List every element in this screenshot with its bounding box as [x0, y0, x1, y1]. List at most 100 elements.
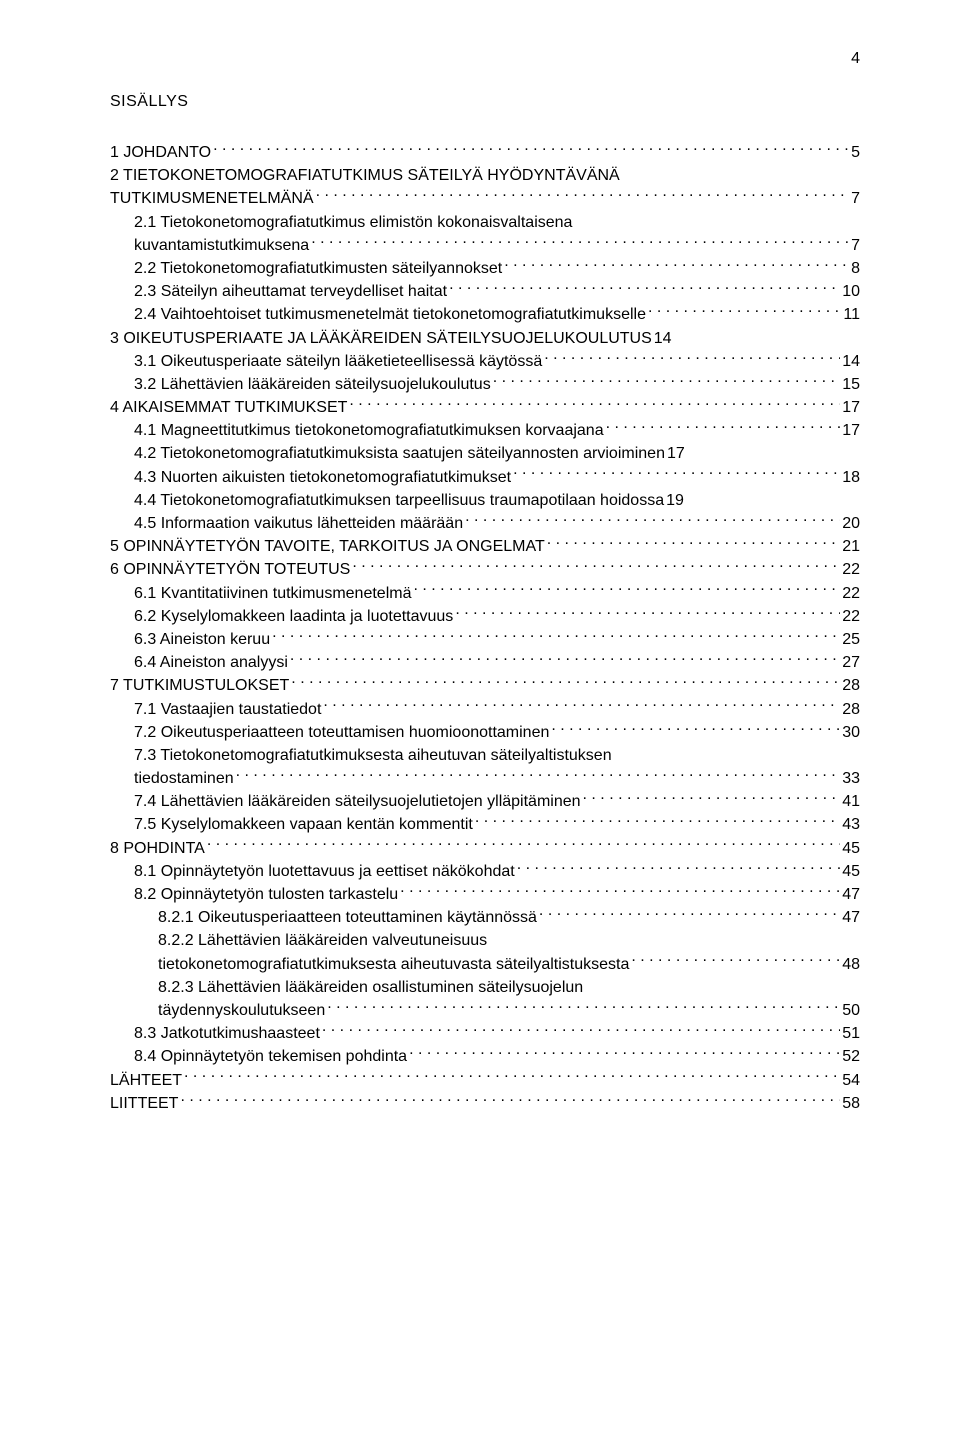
toc-leader-dots	[493, 373, 841, 389]
toc-leader-dots	[513, 466, 840, 482]
toc-entry: 4.5 Informaation vaikutus lähetteiden mä…	[110, 512, 860, 535]
toc-entry-page: 22	[842, 558, 860, 581]
toc-entry: 8.2.3 Lähettävien lääkäreiden osallistum…	[110, 976, 860, 1022]
toc-entry-page: 27	[842, 651, 860, 674]
toc-entry: 7.1 Vastaajien taustatiedot28	[110, 698, 860, 721]
table-of-contents: 1 JOHDANTO 52 TIETOKONETOMOGRAFIATUTKIMUS…	[110, 141, 860, 1115]
toc-entry-label: 8.2.2 Lähettävien lääkäreiden valveutune…	[110, 929, 860, 952]
toc-entry-page: 51	[842, 1022, 860, 1045]
toc-entry: 2 TIETOKONETOMOGRAFIATUTKIMUS SÄTEILYÄ H…	[110, 164, 860, 210]
toc-entry: 1 JOHDANTO 5	[110, 141, 860, 164]
toc-entry-page: 19	[666, 489, 684, 512]
toc-entry: 8.2.1 Oikeutusperiaatteen toteuttaminen …	[110, 906, 860, 929]
toc-entry-label: 7.2 Oikeutusperiaatteen toteuttamisen hu…	[134, 721, 549, 744]
toc-entry: 7.4 Lähettävien lääkäreiden säteilysuoje…	[110, 790, 860, 813]
toc-entry-label: 8.3 Jatkotutkimushaasteet	[134, 1022, 320, 1045]
toc-leader-dots	[547, 535, 840, 551]
toc-entry: 2.2 Tietokonetomografiatutkimusten sätei…	[110, 257, 860, 280]
toc-entry-page: 52	[842, 1045, 860, 1068]
toc-entry-label: 8 POHDINTA	[110, 837, 205, 860]
toc-entry-page: 43	[842, 813, 860, 836]
toc-leader-dots	[291, 674, 840, 690]
toc-leader-dots	[327, 999, 840, 1015]
toc-entry: 8.4 Opinnäytetyön tekemisen pohdinta 52	[110, 1045, 860, 1068]
toc-leader-dots	[606, 419, 841, 435]
toc-entry-label: 8.4 Opinnäytetyön tekemisen pohdinta	[134, 1045, 407, 1068]
toc-entry-page: 48	[842, 953, 860, 976]
toc-entry-page: 10	[842, 280, 860, 303]
toc-entry: 6.2 Kyselylomakkeen laadinta ja luotetta…	[110, 605, 860, 628]
toc-entry-label: 6.1 Kvantitatiivinen tutkimusmenetelmä	[134, 582, 411, 605]
toc-entry: 8.3 Jatkotutkimushaasteet 51	[110, 1022, 860, 1045]
toc-entry: LIITTEET58	[110, 1092, 860, 1115]
toc-entry: 7.5 Kyselylomakkeen vapaan kentän kommen…	[110, 813, 860, 836]
toc-entry: 8 POHDINTA45	[110, 837, 860, 860]
toc-entry: 4.1 Magneettitutkimus tietokonetomografi…	[110, 419, 860, 442]
toc-leader-dots	[184, 1069, 840, 1085]
toc-entry-page: 14	[842, 350, 860, 373]
toc-entry-label: 8.2.3 Lähettävien lääkäreiden osallistum…	[110, 976, 860, 999]
toc-entry-page: 17	[842, 396, 860, 419]
toc-leader-dots	[400, 883, 840, 899]
toc-entry-label: 7 TUTKIMUSTULOKSET	[110, 674, 289, 697]
toc-leader-dots	[352, 558, 840, 574]
toc-leader-dots	[236, 767, 841, 783]
toc-entry-label: täydennyskoulutukseen	[158, 999, 325, 1022]
toc-entry: 4.2 Tietokonetomografiatutkimuksista saa…	[110, 442, 860, 465]
toc-entry-label: 3.2 Lähettävien lääkäreiden säteilysuoje…	[134, 373, 491, 396]
toc-entry-label: 2.4 Vaihtoehtoiset tutkimusmenetelmät ti…	[134, 303, 646, 326]
toc-entry: 8.1 Opinnäytetyön luotettavuus ja eettis…	[110, 860, 860, 883]
toc-entry-page: 22	[842, 605, 860, 628]
toc-entry-label: TUTKIMUSMENETELMÄNÄ	[110, 187, 314, 210]
toc-entry-label: 8.1 Opinnäytetyön luotettavuus ja eettis…	[134, 860, 515, 883]
toc-leader-dots	[409, 1045, 840, 1061]
toc-entry-page: 11	[843, 303, 860, 326]
toc-entry-page: 18	[842, 466, 860, 489]
toc-leader-dots	[207, 837, 840, 853]
toc-entry: 3.2 Lähettävien lääkäreiden säteilysuoje…	[110, 373, 860, 396]
toc-leader-dots	[475, 813, 840, 829]
toc-entry-label: 8.2 Opinnäytetyön tulosten tarkastelu	[134, 883, 398, 906]
toc-entry-label: 6.4 Aineiston analyysi	[134, 651, 288, 674]
toc-leader-dots	[583, 790, 841, 806]
toc-entry-label: 4 AIKAISEMMAT TUTKIMUKSET	[110, 396, 347, 419]
toc-entry-label: tiedostaminen	[134, 767, 234, 790]
toc-entry-page: 5	[851, 141, 860, 164]
toc-entry-label: 1 JOHDANTO	[110, 141, 211, 164]
toc-leader-dots	[180, 1092, 840, 1108]
toc-entry: 7 TUTKIMUSTULOKSET28	[110, 674, 860, 697]
toc-entry-label: 4.4 Tietokonetomografiatutkimuksen tarpe…	[134, 489, 664, 512]
toc-entry: 2.3 Säteilyn aiheuttamat terveydelliset …	[110, 280, 860, 303]
toc-entry-label: 4.5 Informaation vaikutus lähetteiden mä…	[134, 512, 463, 535]
toc-entry-page: 14	[654, 327, 672, 350]
toc-leader-dots	[290, 651, 840, 667]
toc-entry-page: 8	[851, 257, 860, 280]
toc-entry: 7.2 Oikeutusperiaatteen toteuttamisen hu…	[110, 721, 860, 744]
toc-entry: 6.1 Kvantitatiivinen tutkimusmenetelmä22	[110, 582, 860, 605]
toc-leader-dots	[272, 628, 840, 644]
toc-leader-dots	[413, 582, 840, 598]
toc-leader-dots	[517, 860, 841, 876]
toc-entry-page: 7	[851, 234, 860, 257]
toc-entry: 5 OPINNÄYTETYÖN TAVOITE, TARKOITUS JA ON…	[110, 535, 860, 558]
toc-entry-page: 15	[842, 373, 860, 396]
page-number: 4	[110, 50, 860, 68]
toc-entry-label: 5 OPINNÄYTETYÖN TAVOITE, TARKOITUS JA ON…	[110, 535, 545, 558]
toc-leader-dots	[648, 303, 841, 319]
toc-leader-dots	[213, 141, 849, 157]
toc-entry-page: 20	[842, 512, 860, 535]
toc-entry-label: 3.1 Oikeutusperiaate säteilyn lääketiete…	[134, 350, 542, 373]
toc-entry-page: 17	[842, 419, 860, 442]
toc-entry: LÄHTEET54	[110, 1069, 860, 1092]
toc-entry-label: 6.3 Aineiston keruu	[134, 628, 270, 651]
toc-leader-dots	[544, 350, 840, 366]
toc-entry: 6.4 Aineiston analyysi 27	[110, 651, 860, 674]
toc-entry-page: 47	[842, 883, 860, 906]
toc-entry-page: 30	[842, 721, 860, 744]
toc-entry-page: 7	[851, 187, 860, 210]
toc-entry-label: 7.5 Kyselylomakkeen vapaan kentän kommen…	[134, 813, 473, 836]
toc-entry-page: 58	[842, 1092, 860, 1115]
toc-entry-page: 17	[667, 442, 685, 465]
toc-entry-page: 25	[842, 628, 860, 651]
toc-entry-label: 3 OIKEUTUSPERIAATE JA LÄÄKÄREIDEN SÄTEIL…	[110, 327, 652, 350]
